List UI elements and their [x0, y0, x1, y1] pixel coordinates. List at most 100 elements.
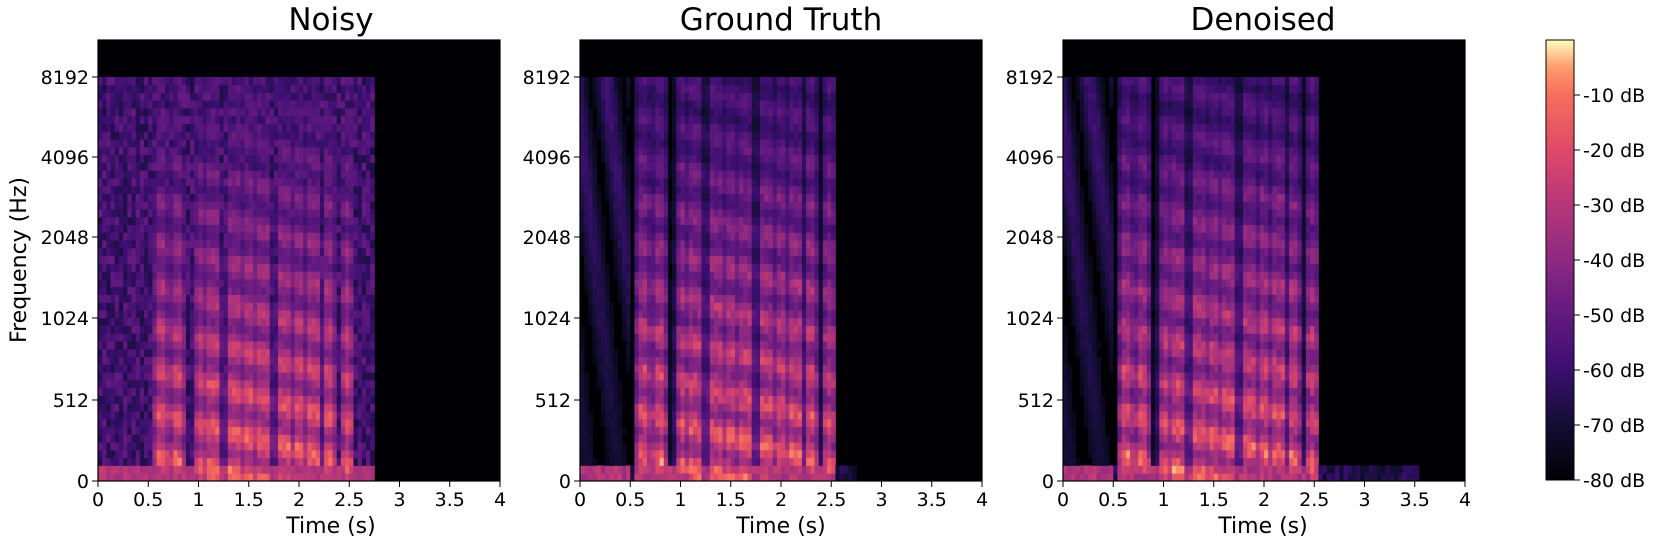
spectrogram-cell [278, 92, 283, 101]
spectrogram-cell [634, 84, 640, 93]
spectrogram-cell [714, 193, 719, 202]
spectrogram-cell [169, 426, 174, 435]
spectrogram-cell [173, 348, 178, 358]
spectrogram-cell [215, 457, 220, 466]
spectrogram-cell [165, 146, 170, 156]
spectrogram-cell [252, 84, 258, 93]
spectrogram-cell [294, 310, 300, 319]
spectrogram-cell [102, 356, 107, 365]
spectrogram-cell [642, 403, 648, 412]
spectrogram-cell [701, 372, 707, 381]
spectrogram-cell [215, 411, 220, 420]
spectrogram-cell [131, 372, 137, 381]
spectrogram-cell [181, 209, 187, 218]
spectrogram-cell [340, 193, 346, 202]
spectrogram-cell [688, 185, 694, 194]
spectrogram-cell [345, 123, 350, 132]
spectrogram-cell [680, 411, 686, 420]
spectrogram-cell [307, 108, 312, 117]
spectrogram-cell [307, 341, 312, 350]
spectrogram-cell [307, 418, 312, 428]
spectrogram-cell [688, 434, 694, 443]
spectrogram-cell [600, 255, 606, 264]
spectrogram-cell [684, 426, 690, 435]
spectrogram-cell [684, 418, 690, 428]
spectrogram-cell [227, 232, 233, 241]
spectrogram-cell [370, 255, 375, 264]
spectrogram-cell [655, 364, 660, 373]
spectrogram-cell [353, 146, 359, 156]
spectrogram-cell [148, 162, 153, 171]
spectrogram-cell [206, 403, 212, 412]
spectrogram-cell [361, 457, 367, 466]
spectrogram-cell [688, 395, 694, 404]
spectrogram-cell [361, 380, 367, 389]
spectrogram-cell [370, 333, 375, 342]
spectrogram-cell [290, 341, 296, 350]
spectrogram-cell [366, 146, 371, 156]
spectrogram-cell [307, 465, 312, 474]
spectrogram-cell [269, 232, 275, 241]
spectrogram-cell [303, 240, 308, 249]
spectrogram-cell [659, 84, 665, 93]
spectrogram-cell [190, 465, 195, 474]
spectrogram-cell [265, 232, 271, 241]
spectrogram-cell [315, 178, 321, 187]
spectrogram-cell [232, 317, 237, 327]
spectrogram-cell [345, 449, 350, 459]
spectrogram-cell [642, 100, 648, 109]
spectrogram-cell [252, 426, 258, 435]
spectrogram-cell [118, 356, 124, 365]
spectrogram-cell [340, 131, 346, 140]
spectrogram-cell [202, 426, 208, 435]
spectrogram-cell [709, 333, 715, 342]
spectrogram-cell [651, 341, 656, 350]
spectrogram-cell [148, 411, 153, 420]
spectrogram-cell [156, 115, 162, 125]
spectrogram-cell [319, 403, 325, 412]
spectrogram-cell [106, 146, 111, 156]
spectrogram-cell [324, 263, 329, 272]
spectrogram-cell [177, 341, 183, 350]
spectrogram-cell [215, 348, 220, 358]
spectrogram-cell [651, 224, 656, 233]
spectrogram-cell [269, 131, 275, 140]
spectrogram-cell [353, 403, 359, 412]
spectrogram-cell [353, 84, 359, 93]
spectrogram-cell [278, 310, 283, 319]
spectrogram-cell [252, 473, 258, 482]
spectrogram-cell [605, 162, 610, 171]
spectrogram-cell [693, 473, 698, 482]
spectrogram-cell [638, 185, 644, 194]
spectrogram-cell [198, 465, 204, 474]
spectrogram-cell [202, 193, 208, 202]
spectrogram-cell [282, 364, 287, 373]
spectrogram-cell [680, 356, 686, 365]
spectrogram-cell [596, 364, 602, 373]
spectrogram-cell [324, 84, 329, 93]
spectrogram-cell [177, 123, 183, 132]
spectrogram-cell [190, 247, 195, 257]
spectrogram-cell [286, 146, 292, 156]
spectrogram-cell [202, 146, 208, 156]
spectrogram-cell [244, 302, 250, 311]
spectrogram-cell [236, 263, 241, 272]
spectrogram-cell [370, 193, 375, 202]
spectrogram-cell [299, 170, 304, 179]
spectrogram-cell [236, 123, 241, 132]
spectrogram-cell [127, 240, 132, 249]
spectrogram-cell [307, 372, 312, 381]
spectrogram-cell [647, 442, 652, 451]
spectrogram-cell [680, 263, 686, 272]
spectrogram-cell [336, 185, 342, 194]
spectrogram-cell [102, 380, 107, 389]
spectrogram-cell [206, 201, 212, 210]
spectrogram-cell [319, 341, 325, 350]
spectrogram-cell [651, 271, 656, 280]
spectrogram-cell [693, 178, 698, 187]
spectrogram-cell [596, 271, 602, 280]
spectrogram-cell [190, 449, 195, 459]
spectrogram-cell [663, 418, 669, 428]
spectrogram-cell [684, 279, 690, 288]
spectrogram-cell [311, 434, 317, 443]
